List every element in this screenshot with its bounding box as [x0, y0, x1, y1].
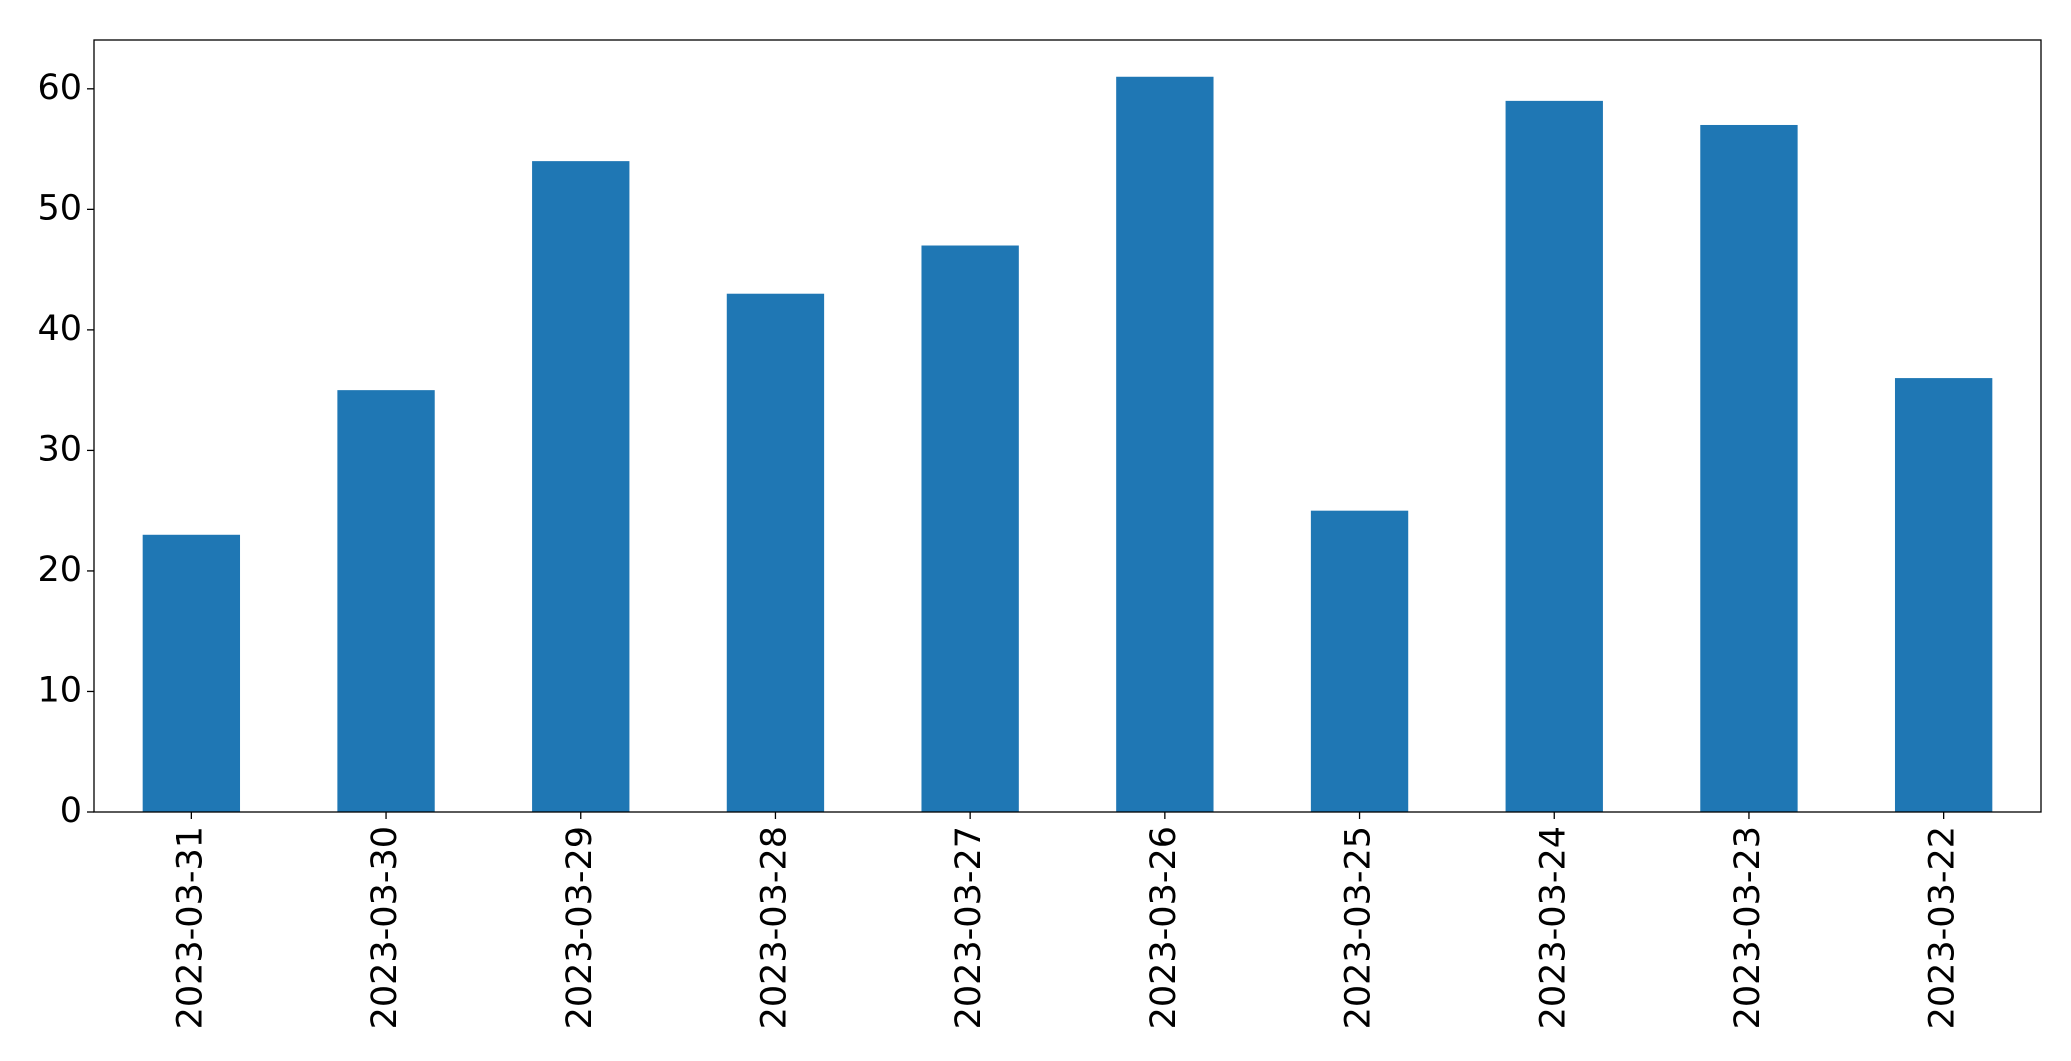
x-tick-label: 2023-03-25: [1339, 826, 1379, 1029]
x-tick-label: 2023-03-23: [1728, 826, 1768, 1029]
bar: [337, 390, 435, 812]
bar: [532, 161, 630, 812]
x-tick-label: 2023-03-27: [949, 826, 989, 1029]
x-tick-label: 2023-03-24: [1533, 826, 1573, 1029]
y-tick-label: 60: [37, 68, 82, 108]
x-tick-label: 2023-03-30: [365, 826, 405, 1029]
y-tick-label: 40: [37, 309, 82, 349]
x-tick-label: 2023-03-28: [754, 826, 794, 1029]
x-tick-label: 2023-03-31: [170, 826, 210, 1029]
y-tick-label: 30: [37, 429, 82, 469]
y-tick-label: 0: [60, 791, 82, 831]
y-tick-label: 20: [37, 550, 82, 590]
x-tick-label: 2023-03-29: [560, 826, 600, 1029]
y-tick-label: 10: [37, 670, 82, 710]
bar: [921, 245, 1019, 813]
bar: [1310, 510, 1409, 812]
bar: [726, 293, 825, 812]
plot-frame: [93, 39, 2042, 813]
x-tick-label: 2023-03-26: [1144, 826, 1184, 1029]
bar: [1505, 100, 1603, 813]
x-tick-label: 2023-03-22: [1923, 826, 1963, 1029]
y-tick-label: 50: [37, 188, 82, 228]
bar: [1894, 378, 1993, 812]
bar: [142, 534, 241, 812]
bar: [1116, 76, 1214, 812]
bar: [1700, 124, 1798, 812]
